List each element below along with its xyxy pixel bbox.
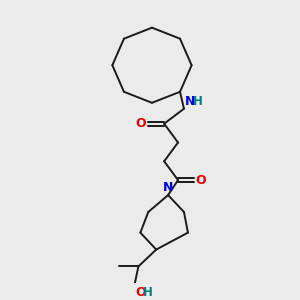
Text: O: O <box>196 174 206 187</box>
Text: N: N <box>163 181 173 194</box>
Text: O: O <box>136 117 146 130</box>
Text: O: O <box>135 286 146 299</box>
Text: N: N <box>185 95 195 108</box>
Text: H: H <box>193 95 203 108</box>
Text: H: H <box>143 286 153 299</box>
